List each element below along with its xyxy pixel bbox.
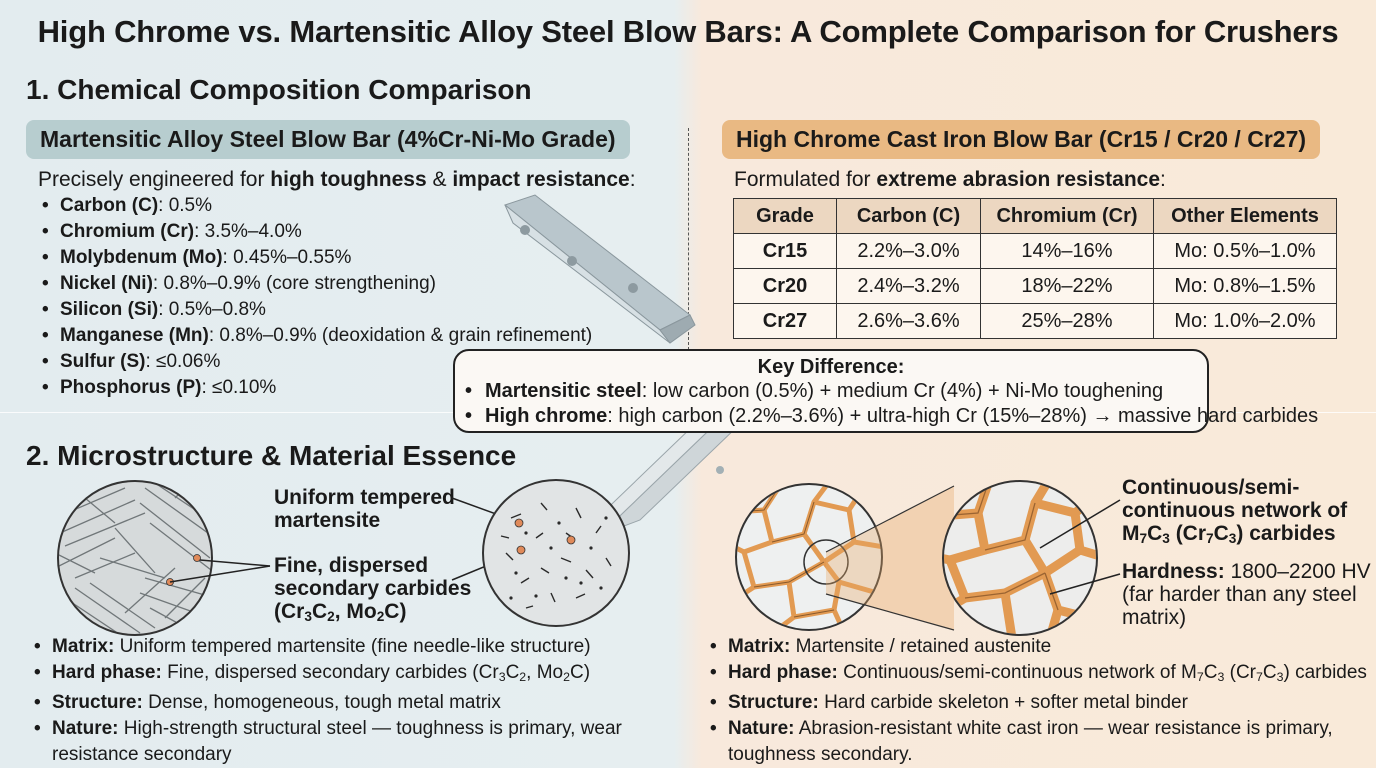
secondary-carbide-micrograph (482, 479, 630, 627)
table-cell: 2.4%–3.2% (836, 268, 981, 304)
section1-heading: 1. Chemical Composition Comparison (26, 74, 532, 105)
page-title: High Chrome vs. Martensitic Alloy Steel … (37, 14, 1339, 49)
list-item: Hard phase: Continuous/semi-continuous n… (706, 660, 1367, 690)
martensitic-intro: Precisely engineered for high toughness … (38, 168, 636, 191)
list-item: Nature: High-strength structural steel —… (30, 716, 622, 768)
table-row: Cr27 2.6%–3.6% 25%–28% Mo: 1.0%–2.0% (733, 303, 1337, 339)
list-item: Manganese (Mn): 0.8%–0.9% (deoxidation &… (38, 323, 592, 349)
table-header: Other Elements (1153, 198, 1337, 234)
list-item: Molybdenum (Mo): 0.45%–0.55% (38, 245, 592, 271)
callout-martensite: Uniform tempered martensite (274, 486, 455, 532)
martensitic-composition-list: Carbon (C): 0.5% Chromium (Cr): 3.5%–4.0… (38, 193, 592, 401)
highchrome-title: High Chrome Cast Iron Blow Bar (Cr15 / C… (722, 120, 1321, 159)
martensitic-title: Martensitic Alloy Steel Blow Bar (4%Cr-N… (26, 120, 630, 159)
list-item: Martensitic steel: low carbon (0.5%) + m… (455, 379, 1207, 404)
highchrome-intro: Formulated for extreme abrasion resistan… (734, 168, 1166, 191)
list-item: Phosphorus (P): ≤0.10% (38, 375, 592, 401)
table-cell: Mo: 0.5%–1.0% (1153, 233, 1337, 269)
table-cell: 18%–22% (980, 268, 1154, 304)
table-header: Grade (733, 198, 837, 234)
list-item: Matrix: Uniform tempered martensite (fin… (30, 634, 622, 660)
table-cell: 2.2%–3.0% (836, 233, 981, 269)
key-difference-title: Key Difference: (757, 356, 905, 378)
list-item: Structure: Hard carbide skeleton + softe… (706, 690, 1367, 716)
carbide-network-magnified (942, 480, 1098, 636)
magnifier-cone (825, 485, 955, 631)
key-difference-box: Key Difference: Martensitic steel: low c… (453, 349, 1318, 433)
list-item: Sulfur (S): ≤0.06% (38, 349, 592, 375)
table-cell: 2.6%–3.6% (836, 303, 981, 339)
list-item: Carbon (C): 0.5% (38, 193, 592, 219)
carbide-network-micrograph (735, 483, 883, 631)
callout-hardness: Hardness: 1800–2200 HV (far harder than … (1122, 560, 1371, 629)
callout-leader-lines-left (169, 497, 521, 583)
grade-table: Grade Carbon (C) Chromium (Cr) Other Ele… (733, 198, 1337, 339)
martensitic-properties-list: Matrix: Uniform tempered martensite (fin… (30, 634, 622, 768)
table-header: Carbon (C) (836, 198, 981, 234)
list-item: Matrix: Martensite / retained austenite (706, 634, 1367, 660)
list-item: Nickel (Ni): 0.8%–0.9% (core strengtheni… (38, 271, 592, 297)
callout-secondary-carbides: Fine, dispersed secondary carbides (Cr3C… (274, 554, 472, 624)
list-item: Chromium (Cr): 3.5%–4.0% (38, 219, 592, 245)
table-row: Cr15 2.2%–3.0% 14%–16% Mo: 0.5%–1.0% (733, 233, 1337, 269)
table-cell: 25%–28% (980, 303, 1154, 339)
table-header-row: Grade Carbon (C) Chromium (Cr) Other Ele… (733, 198, 1337, 234)
section2-heading: 2. Microstructure & Material Essence (26, 440, 517, 471)
table-cell: 14%–16% (980, 233, 1154, 269)
table-cell: Cr15 (733, 233, 837, 269)
section1-divider (688, 128, 689, 350)
list-item: High chrome: high carbon (2.2%–3.6%) + u… (455, 404, 1318, 429)
list-item: Hard phase: Fine, dispersed secondary ca… (30, 660, 622, 690)
key-difference-list: Martensitic steel: low carbon (0.5%) + m… (455, 379, 1318, 429)
table-header: Chromium (Cr) (980, 198, 1154, 234)
list-item: Nature: Abrasion-resistant white cast ir… (706, 716, 1367, 768)
list-item: Silicon (Si): 0.5%–0.8% (38, 297, 592, 323)
table-cell: Mo: 0.8%–1.5% (1153, 268, 1337, 304)
table-cell: Cr20 (733, 268, 837, 304)
callout-carbide-network: Continuous/semi- continuous network of M… (1122, 476, 1348, 546)
table-cell: Mo: 1.0%–2.0% (1153, 303, 1337, 339)
table-row: Cr20 2.4%–3.2% 18%–22% Mo: 0.8%–1.5% (733, 268, 1337, 304)
list-item: Structure: Dense, homogeneous, tough met… (30, 690, 622, 716)
table-cell: Cr27 (733, 303, 837, 339)
callout-leader-lines-right (1039, 499, 1121, 595)
highchrome-properties-list: Matrix: Martensite / retained austenite … (706, 634, 1367, 768)
